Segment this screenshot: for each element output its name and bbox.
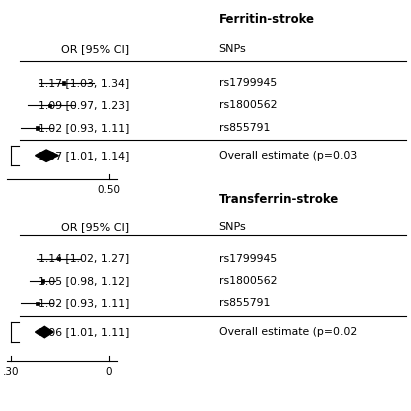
Text: OR [95% CI]: OR [95% CI] (61, 222, 129, 232)
Text: Overall estimate (p=0.02: Overall estimate (p=0.02 (219, 327, 357, 337)
Text: OR [95% CI]: OR [95% CI] (61, 44, 129, 55)
FancyBboxPatch shape (62, 81, 65, 85)
Text: 1.17 [1.03, 1.34]: 1.17 [1.03, 1.34] (38, 78, 129, 88)
Text: 1.07 [1.01, 1.14]: 1.07 [1.01, 1.14] (38, 151, 129, 161)
Polygon shape (35, 326, 53, 338)
Text: 1.02 [0.93, 1.11]: 1.02 [0.93, 1.11] (38, 298, 129, 309)
FancyBboxPatch shape (57, 257, 60, 260)
Text: 1.14 [1.02, 1.27]: 1.14 [1.02, 1.27] (38, 254, 129, 263)
Text: 1.09 [0.97, 1.23]: 1.09 [0.97, 1.23] (38, 100, 129, 111)
Text: rs1799945: rs1799945 (219, 78, 277, 88)
Text: 0.50: 0.50 (97, 185, 120, 195)
Text: .30: .30 (3, 367, 20, 377)
Text: Ferritin-stroke: Ferritin-stroke (219, 13, 315, 26)
Text: 1.02 [0.93, 1.11]: 1.02 [0.93, 1.11] (38, 123, 129, 133)
Text: rs1800562: rs1800562 (219, 276, 277, 286)
Text: 0: 0 (106, 367, 112, 377)
Text: Overall estimate (p=0.03: Overall estimate (p=0.03 (219, 151, 357, 161)
Text: rs1799945: rs1799945 (219, 254, 277, 263)
FancyBboxPatch shape (41, 279, 44, 283)
Text: 1.06 [1.01, 1.11]: 1.06 [1.01, 1.11] (38, 327, 129, 337)
Text: Transferrin-stroke: Transferrin-stroke (219, 192, 339, 206)
Text: rs855791: rs855791 (219, 123, 270, 133)
Text: SNPs: SNPs (219, 222, 246, 232)
FancyBboxPatch shape (36, 302, 39, 305)
Polygon shape (35, 150, 58, 162)
FancyBboxPatch shape (48, 104, 51, 107)
Text: rs1800562: rs1800562 (219, 100, 277, 111)
Text: rs855791: rs855791 (219, 298, 270, 309)
Text: SNPs: SNPs (219, 44, 246, 55)
Text: 1.05 [0.98, 1.12]: 1.05 [0.98, 1.12] (38, 276, 129, 286)
FancyBboxPatch shape (36, 126, 39, 129)
